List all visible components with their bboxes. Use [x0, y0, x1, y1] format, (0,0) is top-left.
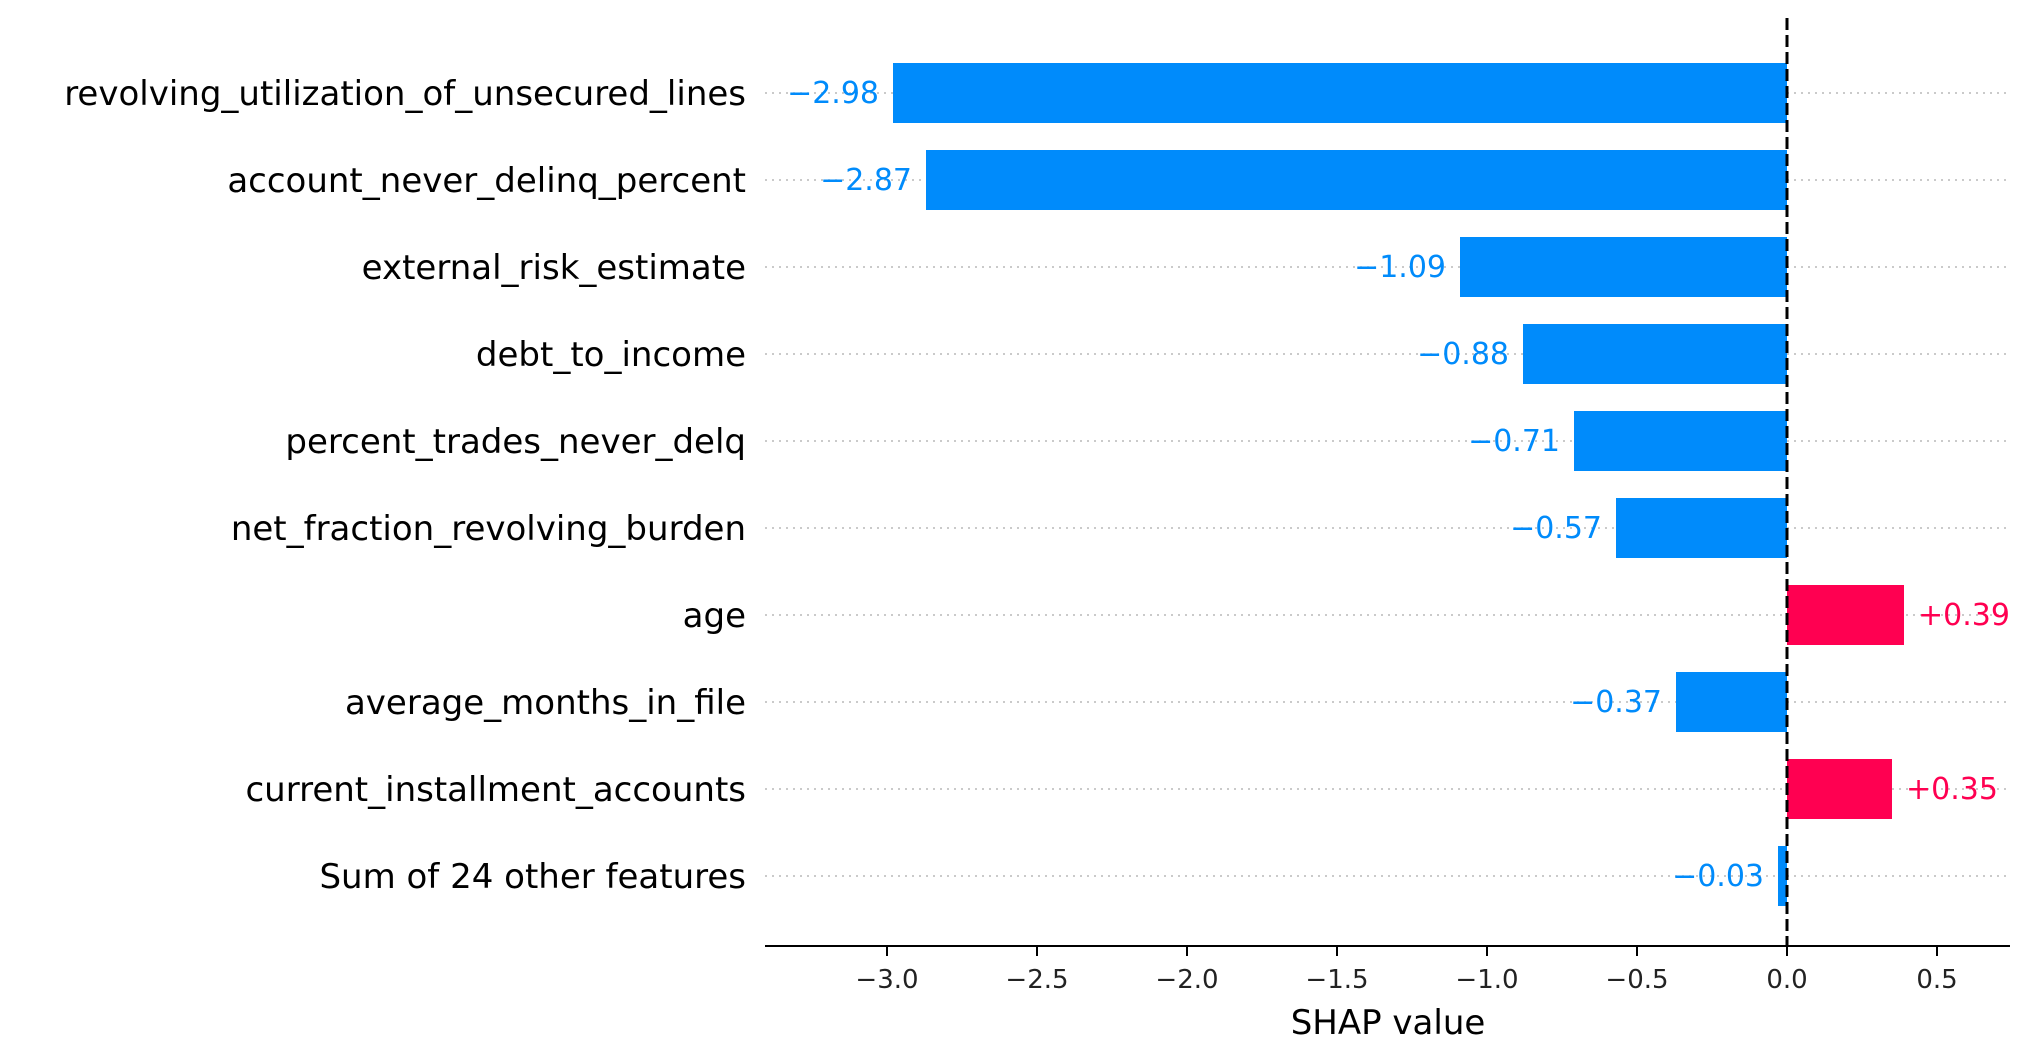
value-label: −1.09 [1354, 250, 1446, 285]
x-tick-label: −1.5 [1305, 965, 1368, 995]
feature-label: net_fraction_revolving_burden [231, 509, 746, 549]
bar [1787, 759, 1892, 819]
x-axis-title: SHAP value [1291, 1003, 1486, 1043]
feature-label: debt_to_income [476, 335, 746, 375]
feature-labels: revolving_utilization_of_unsecured_lines… [64, 74, 746, 897]
value-label: +0.39 [1918, 598, 2010, 633]
value-label: −2.98 [787, 76, 879, 111]
bar [1778, 846, 1787, 906]
feature-label: average_months_in_file [345, 683, 746, 723]
bar [926, 150, 1787, 210]
x-tick-label: −3.0 [855, 965, 918, 995]
feature-label: Sum of 24 other features [319, 857, 746, 897]
bar [1616, 498, 1787, 558]
value-label: −2.87 [820, 163, 912, 198]
bar [1787, 585, 1904, 645]
value-label: −0.88 [1417, 337, 1509, 372]
x-tick-label: −2.0 [1155, 965, 1218, 995]
bar [1676, 672, 1787, 732]
x-tick-label: −2.5 [1005, 965, 1068, 995]
bar [1523, 324, 1787, 384]
x-tick-label: 0.0 [1766, 965, 1807, 995]
value-label: +0.35 [1906, 772, 1998, 807]
bar [893, 63, 1787, 123]
value-label: −0.57 [1510, 511, 1602, 546]
x-tick-label: −1.0 [1455, 965, 1518, 995]
bar [1460, 237, 1787, 297]
x-tick-label: −0.5 [1605, 965, 1668, 995]
feature-label: revolving_utilization_of_unsecured_lines [64, 74, 746, 114]
x-tick-label: 0.5 [1916, 965, 1957, 995]
value-label: −0.03 [1672, 859, 1764, 894]
feature-label: current_installment_accounts [245, 770, 746, 810]
feature-label: account_never_delinq_percent [227, 161, 746, 201]
value-label: −0.71 [1468, 424, 1560, 459]
feature-label: percent_trades_never_delq [285, 422, 746, 462]
x-axis: −3.0 −2.5 −2.0 −1.5 −1.0 −0.5 0.0 0.5 [765, 945, 2010, 995]
feature-label: age [683, 596, 746, 636]
grid-lines [765, 92, 2010, 877]
bar [1574, 411, 1787, 471]
value-labels: −2.98 −2.87 −1.09 −0.88 −0.71 −0.57 +0.39 −0.37… [787, 76, 2010, 894]
value-label: −0.37 [1570, 685, 1662, 720]
bars [893, 63, 1904, 906]
feature-label: external_risk_estimate [362, 248, 746, 288]
